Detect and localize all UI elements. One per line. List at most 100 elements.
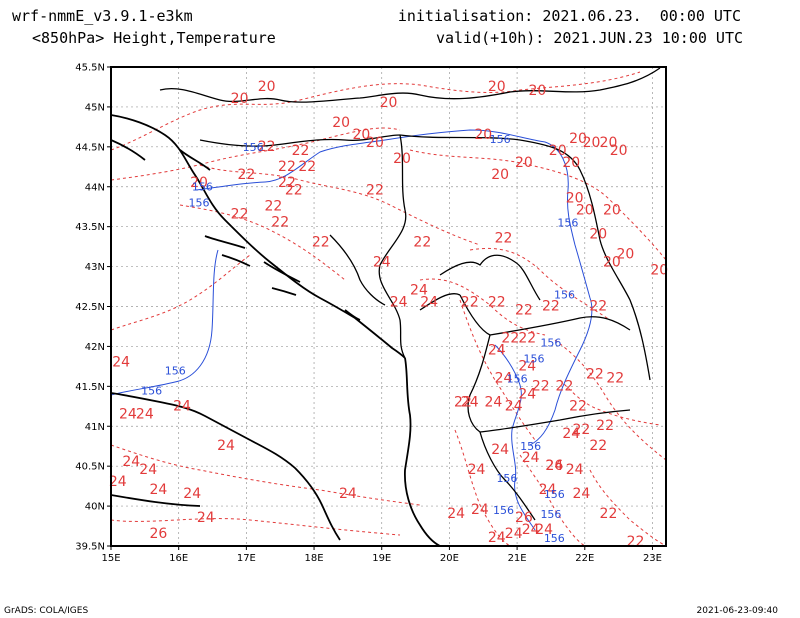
temperature-contour-label: 20 — [474, 127, 492, 143]
temperature-contour-label: 26 — [545, 458, 563, 474]
temperature-contour-label: 24 — [518, 358, 536, 374]
temperature-contour-label: 20 — [616, 247, 634, 263]
temperature-contour-label: 24 — [139, 462, 157, 478]
temperature-contour-label: 22 — [278, 159, 296, 175]
lon-tick-label: 23E — [643, 553, 662, 564]
lon-tick-label: 20E — [440, 553, 459, 564]
temperature-contour-label: 24 — [518, 386, 536, 402]
temperature-contour-label: 22 — [231, 207, 249, 223]
temperature-contour-label: 24 — [109, 474, 127, 490]
lat-tick-label: 42.5N — [75, 302, 105, 313]
lat-tick-label: 43.5N — [75, 222, 105, 233]
lat-tick-label: 41N — [85, 422, 105, 433]
lon-tick-label: 15E — [101, 553, 120, 564]
temperature-contour-label: 22 — [258, 139, 276, 155]
lon-tick-label: 21E — [508, 553, 527, 564]
temperature-contour-label: 22 — [413, 235, 431, 251]
lat-tick-label: 40N — [85, 502, 105, 513]
height-contour-label: 156 — [554, 289, 575, 302]
temperature-contour-label: 24 — [562, 426, 580, 442]
temperature-contour-label: 20 — [610, 143, 628, 159]
temperature-contour-label: 22 — [495, 231, 513, 247]
temperature-contour-label: 20 — [650, 263, 668, 279]
initialisation-time: initialisation: 2021.06.23. 00:00 UTC — [397, 7, 741, 25]
temperature-contour-label: 20 — [231, 91, 249, 107]
temperature-contour-label: 24 — [468, 462, 486, 478]
axis-labels: 15E 16E 17E 18E 19E 20E 21E 22E 23E 39.5N 40N 40.5N… — [75, 63, 662, 565]
temperature-contour-label: 20 — [566, 191, 584, 207]
temperature-contour-label: 24 — [339, 486, 357, 502]
temperature-contour-label: 24 — [183, 486, 201, 502]
temperature-contour-label: 20 — [488, 79, 506, 95]
temperature-contour-label: 22 — [298, 159, 316, 175]
temperature-contour-label: 24 — [545, 458, 563, 474]
temperature-contour-label: 22 — [586, 366, 604, 382]
lat-tick-label: 42N — [85, 342, 105, 353]
temperature-contour-label: 24 — [173, 398, 191, 414]
temperature-contour-label: 22 — [532, 378, 550, 394]
temperature-contour-label: 20 — [576, 203, 594, 219]
temperature-contours — [111, 71, 666, 546]
temperature-contour-label: 22 — [501, 330, 519, 346]
height-contour-label: 156 — [507, 372, 528, 385]
temperature-contour-label: 20 — [569, 131, 587, 147]
temperature-contour-label: 24 — [522, 522, 540, 538]
temperature-contour-label: 24 — [447, 506, 465, 522]
lat-tick-label: 41.5N — [75, 382, 105, 393]
temperature-contour-label: 22 — [312, 235, 330, 251]
height-contour-label: 156 — [540, 336, 561, 349]
lat-tick-label: 40.5N — [75, 462, 105, 473]
temperature-contour-label: 20 — [380, 95, 398, 111]
height-contour-label: 156 — [490, 133, 511, 146]
lat-tick-label: 39.5N — [75, 542, 105, 553]
temperature-contour-label: 24 — [488, 530, 506, 546]
lon-tick-label: 18E — [305, 553, 324, 564]
temperature-contour-label: 24 — [539, 482, 557, 498]
temperature-contour-label: 22 — [606, 370, 624, 386]
valid-time: valid(+10h): 2021.JUN.23 10:00 UTC — [435, 29, 743, 47]
lon-tick-label: 16E — [169, 553, 188, 564]
height-contour-label: 156 — [192, 181, 213, 194]
temperature-contour-label: 20 — [258, 79, 276, 95]
temperature-contour-label: 20 — [589, 227, 607, 243]
temperature-contour-label: 24 — [484, 394, 502, 410]
height-contour-label: 156 — [493, 504, 514, 517]
height-contour-label: 156 — [243, 141, 264, 154]
temperature-contour-label: 22 — [265, 199, 283, 215]
temperature-contour-label: 22 — [589, 438, 607, 454]
temperature-contour-label: 24 — [461, 394, 479, 410]
footer-timestamp: 2021-06-23-09:40 — [696, 606, 779, 616]
height-contour-label: 156 — [141, 384, 162, 397]
height-contour-label: 156 — [540, 508, 561, 521]
temperature-contour-label: 24 — [495, 370, 513, 386]
temperature-contour-label: 22 — [292, 143, 310, 159]
temperature-contour-label: 22 — [600, 506, 618, 522]
temperature-contour-label: 24 — [572, 486, 590, 502]
temperature-contour-label: 20 — [353, 127, 371, 143]
temperature-contour-label: 20 — [528, 83, 546, 99]
temperature-contour-label: 22 — [596, 418, 614, 434]
field-description: <850hPa> Height,Temperature — [32, 29, 276, 47]
temperature-contour-label: 20 — [332, 115, 350, 131]
lon-tick-label: 19E — [372, 553, 391, 564]
temperature-contour-label: 22 — [278, 175, 296, 191]
temperature-contour-label: 20 — [549, 143, 567, 159]
temperature-contour-label: 22 — [285, 183, 303, 199]
temperature-contour-label: 20 — [366, 135, 384, 151]
temperature-contour-label: 22 — [518, 330, 536, 346]
temperature-contour-label: 22 — [542, 298, 560, 314]
temperature-contour-label: 20 — [603, 203, 621, 219]
temperature-contour-label: 24 — [471, 502, 489, 518]
height-contour-label: 156 — [557, 217, 578, 230]
height-contour-label: 156 — [544, 488, 565, 501]
temperature-contour-label: 20 — [491, 167, 509, 183]
temperature-contour-label: 24 — [488, 342, 506, 358]
temperature-contour-label: 24 — [373, 255, 391, 271]
temperature-contour-label: 22 — [237, 167, 255, 183]
footer-credit: GrADS: COLA/IGES — [4, 606, 89, 616]
lat-tick-label: 45N — [85, 102, 105, 113]
lon-tick-label: 22E — [575, 553, 594, 564]
temperature-contour-label: 20 — [190, 175, 208, 191]
temperature-contour-label: 22 — [556, 378, 574, 394]
